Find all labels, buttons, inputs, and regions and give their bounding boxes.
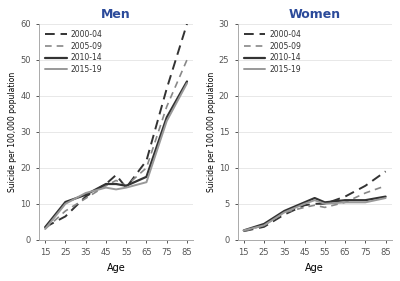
Line: 2010-14: 2010-14	[45, 81, 187, 227]
2015-19	[43, 227, 48, 231]
2010-14	[241, 229, 246, 232]
2010-14	[83, 193, 88, 196]
2010-14	[322, 201, 327, 204]
2010-14	[282, 209, 287, 213]
2010-14	[184, 80, 189, 83]
2005-09	[124, 184, 128, 187]
2005-09	[241, 230, 246, 233]
2010-14	[63, 200, 68, 204]
2005-09	[302, 206, 307, 209]
2000-04	[312, 202, 317, 205]
2000-04	[363, 184, 368, 187]
2010-14	[124, 184, 128, 187]
2015-19	[302, 202, 307, 205]
2005-09	[282, 211, 287, 214]
2015-19	[63, 202, 68, 205]
2005-09	[262, 224, 266, 227]
2000-04	[262, 225, 266, 228]
2015-19	[241, 229, 246, 232]
2010-14	[383, 195, 388, 198]
2015-19	[343, 201, 348, 204]
2000-04	[144, 159, 149, 162]
Y-axis label: Suicide per 100,000 population: Suicide per 100,000 population	[207, 72, 216, 192]
2000-04	[322, 202, 327, 205]
2010-14	[114, 182, 118, 186]
2015-19	[322, 202, 327, 205]
2010-14	[144, 175, 149, 178]
2005-09	[164, 105, 169, 108]
2015-19	[363, 201, 368, 204]
2005-09	[343, 201, 348, 204]
Legend: 2000-04, 2005-09, 2010-14, 2015-19: 2000-04, 2005-09, 2010-14, 2015-19	[43, 28, 104, 76]
2000-04	[104, 182, 108, 186]
2015-19	[104, 186, 108, 189]
2000-04	[124, 186, 128, 189]
2000-04	[63, 215, 68, 218]
2015-19	[164, 119, 169, 123]
Title: Women: Women	[289, 8, 341, 21]
2005-09	[83, 197, 88, 200]
2010-14	[343, 198, 348, 202]
X-axis label: Age: Age	[107, 263, 126, 273]
2000-04	[343, 195, 348, 198]
2010-14	[104, 182, 108, 186]
2000-04	[164, 87, 169, 90]
2005-09	[63, 209, 68, 213]
Legend: 2000-04, 2005-09, 2010-14, 2015-19: 2000-04, 2005-09, 2010-14, 2015-19	[242, 28, 303, 76]
2015-19	[312, 198, 317, 202]
2005-09	[104, 184, 108, 187]
2005-09	[322, 206, 327, 209]
2000-04	[184, 22, 189, 26]
2015-19	[282, 211, 287, 214]
2015-19	[124, 186, 128, 189]
2010-14	[43, 225, 48, 229]
2010-14	[363, 198, 368, 202]
Line: 2005-09: 2005-09	[244, 186, 386, 231]
2000-04	[241, 230, 246, 233]
2000-04	[383, 170, 388, 173]
2010-14	[312, 196, 317, 200]
2010-14	[262, 222, 266, 226]
2005-09	[43, 227, 48, 231]
2005-09	[144, 166, 149, 169]
2010-14	[164, 116, 169, 119]
2000-04	[83, 195, 88, 198]
2015-19	[144, 180, 149, 184]
2005-09	[363, 191, 368, 195]
2000-04	[114, 173, 118, 177]
Line: 2010-14: 2010-14	[244, 197, 386, 230]
Title: Men: Men	[101, 8, 131, 21]
Line: 2000-04: 2000-04	[244, 171, 386, 231]
Line: 2015-19: 2015-19	[244, 198, 386, 230]
Line: 2000-04: 2000-04	[45, 24, 187, 227]
Y-axis label: Suicide per 100,000 population: Suicide per 100,000 population	[8, 72, 17, 192]
2015-19	[114, 188, 118, 191]
Line: 2005-09: 2005-09	[45, 60, 187, 229]
2015-19	[184, 81, 189, 85]
2015-19	[83, 191, 88, 195]
2000-04	[282, 213, 287, 216]
2000-04	[43, 225, 48, 229]
2005-09	[114, 179, 118, 182]
2005-09	[383, 184, 388, 187]
2005-09	[312, 203, 317, 207]
2015-19	[262, 224, 266, 227]
2010-14	[302, 201, 307, 204]
X-axis label: Age: Age	[305, 263, 324, 273]
2005-09	[184, 58, 189, 62]
2015-19	[383, 196, 388, 200]
Line: 2015-19: 2015-19	[45, 83, 187, 229]
2000-04	[302, 203, 307, 207]
